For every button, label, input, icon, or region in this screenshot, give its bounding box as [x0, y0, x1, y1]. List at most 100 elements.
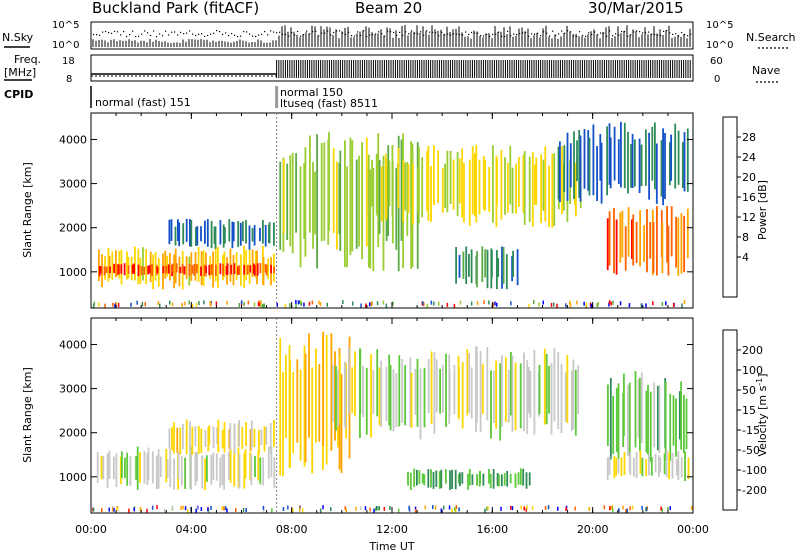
nsearch-point	[393, 31, 395, 34]
power-mark	[502, 247, 505, 284]
power-mark	[206, 219, 209, 247]
nsearch-point	[204, 35, 206, 37]
power-mark	[173, 254, 175, 289]
power-mark	[643, 225, 645, 262]
velocity-mark	[398, 355, 401, 427]
power-mark	[195, 302, 198, 307]
power-mark	[126, 251, 128, 280]
velocity-mark	[249, 452, 252, 481]
power-mark	[544, 146, 547, 222]
velocity-mark	[519, 468, 522, 485]
power-mark	[670, 206, 673, 257]
velocity-mark	[500, 474, 503, 487]
power-mark	[392, 301, 394, 306]
velocity-heatmap	[92, 331, 693, 513]
velocity-mark	[204, 458, 206, 490]
nsearch-point	[219, 31, 221, 33]
power-mark	[492, 145, 494, 223]
power-mark	[667, 225, 670, 276]
velocity-mark	[163, 508, 166, 513]
velocity-mark	[629, 506, 631, 511]
velocity-mark	[322, 331, 325, 446]
power-mark	[197, 247, 200, 282]
power-mark	[165, 265, 168, 274]
velocity-mark	[675, 398, 677, 457]
nsearch-point	[570, 31, 572, 33]
power-mark	[232, 222, 235, 242]
velocity-mark	[564, 372, 567, 422]
power-mark	[470, 249, 473, 284]
power-mark	[481, 246, 484, 282]
power-mark	[179, 266, 182, 274]
power-mark	[522, 155, 525, 213]
power-mark	[157, 301, 160, 305]
nsearch-point	[291, 32, 293, 34]
velocity-mark	[414, 506, 417, 511]
power-mark	[164, 250, 167, 279]
power-mark	[446, 302, 449, 307]
power-mark	[98, 249, 100, 282]
power-mark	[149, 251, 152, 283]
velocity-mark	[173, 422, 175, 454]
velocity-mark	[680, 381, 682, 450]
nsearch-point	[264, 31, 266, 33]
nsearch-point	[582, 34, 584, 37]
velocity-mark	[608, 456, 611, 475]
power-mark	[344, 140, 346, 268]
velocity-mark	[467, 473, 469, 490]
nsearch-point	[669, 32, 671, 34]
power-mark	[395, 168, 398, 250]
nsearch-point	[309, 33, 311, 35]
power-mark	[101, 254, 103, 288]
power-mark	[303, 302, 305, 307]
nsearch-point	[279, 31, 281, 33]
power-mark	[262, 257, 265, 286]
velocity-mark	[455, 505, 458, 509]
power-mark	[171, 263, 174, 273]
power-mark	[130, 302, 132, 307]
nsearch-point	[261, 33, 263, 35]
power-mark	[516, 249, 519, 286]
velocity-mark	[243, 452, 246, 489]
velocity-mark	[146, 508, 148, 513]
power-mark	[174, 248, 177, 284]
power-colorbar: 28 24 20 16 12 8 4	[722, 116, 756, 298]
velocity-mark	[646, 505, 649, 510]
velocity-mark	[645, 459, 648, 477]
nsearch-point	[342, 32, 344, 34]
power-mark	[231, 221, 234, 249]
velocity-mark	[506, 471, 509, 487]
velocity-mark	[509, 473, 512, 484]
velocity-mark	[650, 457, 653, 476]
time-tick-label: 00:00	[677, 523, 709, 536]
nsearch-point	[465, 31, 467, 33]
nsearch-point	[165, 30, 167, 32]
velocity-mark	[395, 373, 398, 428]
velocity-mark	[489, 473, 492, 489]
power-mark	[263, 303, 265, 308]
power-mark	[608, 211, 611, 266]
velocity-mark	[440, 508, 443, 513]
power-mark	[468, 254, 470, 277]
velocity-mark	[151, 451, 154, 484]
power-mark	[217, 247, 219, 288]
power-mark	[471, 146, 474, 215]
velocity-mark	[430, 351, 433, 424]
power-mark	[557, 146, 560, 200]
nsearch-point	[558, 33, 560, 35]
nsearch-point	[297, 30, 299, 33]
velocity-mark	[195, 508, 197, 513]
power-mark	[654, 122, 656, 190]
velocity-mark	[445, 469, 447, 484]
power-mark	[295, 153, 297, 233]
nsearch-point	[375, 33, 377, 35]
power-mark	[111, 251, 114, 280]
nsearch-point	[348, 31, 350, 34]
velocity-mark	[459, 472, 461, 487]
power-mark	[382, 300, 385, 305]
power-mark	[473, 153, 476, 217]
power-mark	[144, 302, 146, 307]
power-mark	[189, 219, 191, 247]
velocity-mark	[623, 451, 626, 476]
velocity-mark	[514, 473, 517, 488]
